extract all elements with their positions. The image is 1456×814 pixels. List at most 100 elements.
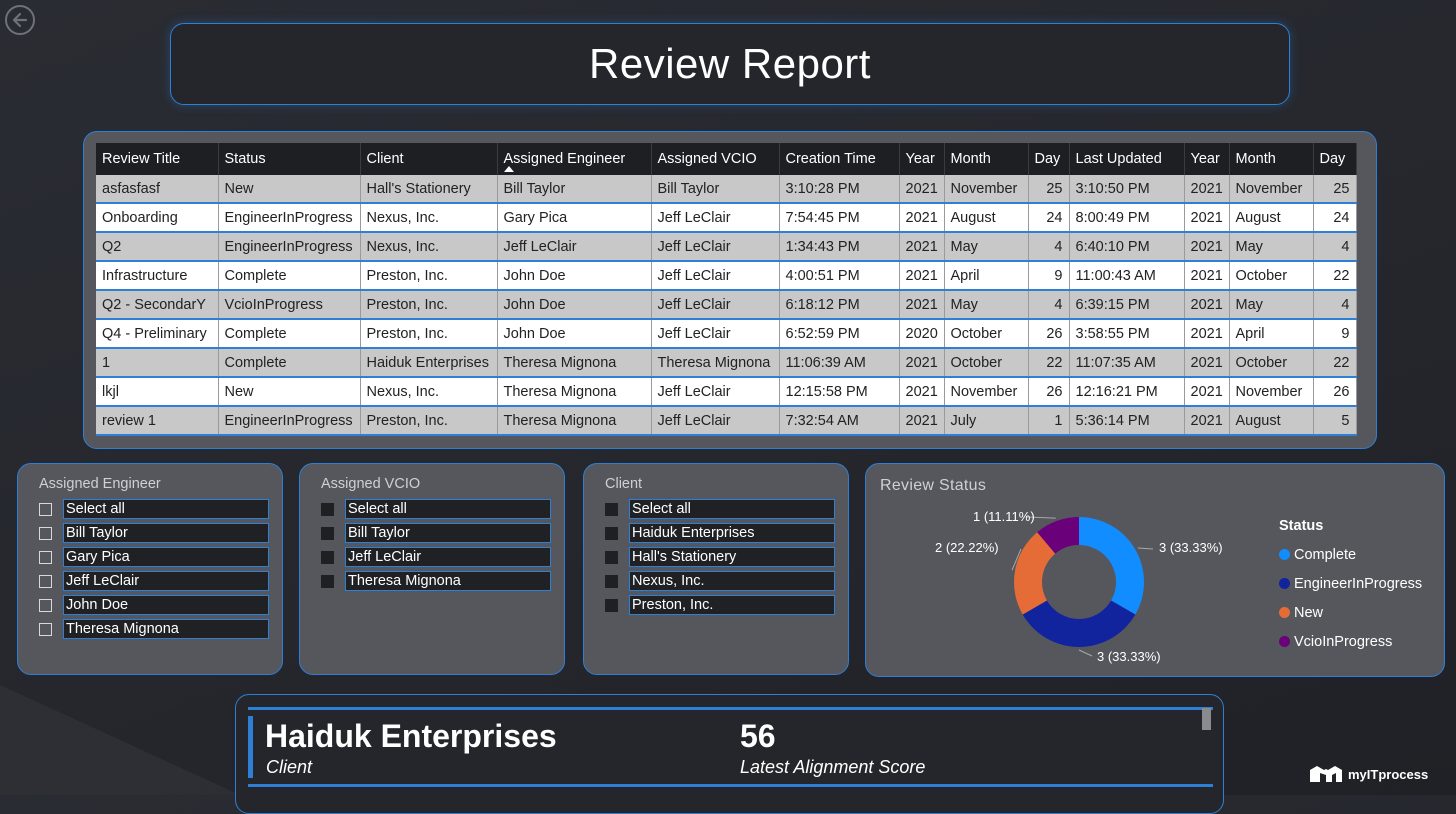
checkbox[interactable] — [321, 574, 334, 588]
table-cell: 4 — [1028, 290, 1070, 320]
table-cell: 22 — [1028, 348, 1070, 378]
donut-slice[interactable] — [1037, 517, 1079, 554]
table-row[interactable]: Q2 EngineerInProgress Nexus, Inc. Jeff LeCl… — [96, 232, 1357, 262]
table-cell: 2021 — [1184, 203, 1230, 233]
checkbox[interactable] — [605, 550, 618, 564]
table-cell: 3:10:28 PM — [779, 175, 900, 204]
slicer-title: Assigned VCIO — [321, 476, 421, 492]
column-header[interactable]: Year — [1184, 143, 1230, 175]
checkbox[interactable] — [39, 574, 52, 588]
slicer-option[interactable]: Gary Pica — [39, 547, 269, 567]
table-row[interactable]: Infrastructure Complete Preston, Inc. John … — [96, 261, 1357, 291]
card-scrollbar[interactable] — [1202, 708, 1211, 730]
checkbox[interactable] — [321, 550, 334, 564]
card-divider — [248, 784, 1213, 787]
column-header[interactable]: Assigned VCIO — [651, 143, 780, 175]
donut-slice[interactable] — [1079, 517, 1144, 615]
table-cell: October — [944, 319, 1029, 349]
table-cell: 1 — [1028, 406, 1070, 436]
table-cell: Bill Taylor — [651, 175, 780, 204]
checkbox[interactable] — [39, 622, 52, 636]
table-cell: Jeff LeClair — [497, 232, 652, 262]
table-cell: 2021 — [1184, 290, 1230, 320]
table-cell: Preston, Inc. — [360, 406, 498, 436]
column-header[interactable]: Month — [1229, 143, 1314, 175]
legend-item[interactable]: VcioInProgress — [1279, 627, 1422, 656]
slicer-option[interactable]: Select all — [321, 499, 551, 519]
donut-slice[interactable] — [1014, 532, 1056, 615]
column-header[interactable]: Day — [1028, 143, 1070, 175]
table-row[interactable]: lkjl New Nexus, Inc. Theresa Mignona Jeff Le… — [96, 377, 1357, 407]
donut-chart — [1011, 516, 1154, 657]
donut-slice[interactable] — [1022, 600, 1136, 648]
slicer-option-label: Nexus, Inc. — [629, 571, 835, 591]
column-header[interactable]: Day — [1313, 143, 1357, 175]
table-cell: 12:16:21 PM — [1069, 377, 1185, 407]
table-row[interactable]: Q4 - Preliminary Complete Preston, Inc. Joh… — [96, 319, 1357, 349]
checkbox[interactable] — [39, 550, 52, 564]
slicer-option[interactable]: Bill Taylor — [321, 523, 551, 543]
table-cell: May — [1229, 290, 1314, 320]
column-header[interactable]: Last Updated — [1069, 143, 1185, 175]
back-button[interactable] — [5, 5, 35, 35]
legend-item[interactable]: New — [1279, 598, 1422, 627]
column-header[interactable]: Status — [218, 143, 361, 175]
checkbox[interactable] — [39, 598, 52, 612]
table-cell: Theresa Mignona — [497, 406, 652, 436]
report-title-box: Review Report — [170, 23, 1290, 105]
table-row[interactable]: Onboarding EngineerInProgress Nexus, Inc. G… — [96, 203, 1357, 233]
table-row[interactable]: Q2 - SecondarY VcioInProgress Preston, Inc… — [96, 290, 1357, 320]
table-cell: EngineerInProgress — [218, 232, 361, 262]
checkbox[interactable] — [321, 502, 334, 516]
table-cell: New — [218, 377, 361, 407]
checkbox[interactable] — [321, 526, 334, 540]
table-cell: Complete — [218, 319, 361, 349]
client-score-card: Haiduk Enterprises Client 56 Latest Alig… — [235, 694, 1224, 814]
table-cell: Haiduk Enterprises — [360, 348, 498, 378]
slicer-option[interactable]: Bill Taylor — [39, 523, 269, 543]
legend-dot-icon — [1279, 549, 1290, 560]
checkbox[interactable] — [39, 502, 52, 516]
table-cell: Jeff LeClair — [651, 290, 780, 320]
legend-item[interactable]: Complete — [1279, 540, 1422, 569]
table-row[interactable]: review 1 EngineerInProgress Preston, Inc. T… — [96, 406, 1357, 436]
slicer-option[interactable]: Select all — [39, 499, 269, 519]
table-cell: 2021 — [899, 261, 945, 291]
table-cell: 2021 — [1184, 261, 1230, 291]
table-cell: Nexus, Inc. — [360, 203, 498, 233]
table-cell: 7:54:45 PM — [779, 203, 900, 233]
column-header-sorted[interactable]: Assigned Engineer — [497, 143, 652, 175]
column-header[interactable]: Creation Time — [779, 143, 900, 175]
column-header[interactable]: Year — [899, 143, 945, 175]
table-row[interactable]: asfasfasf New Hall's Stationery Bill Taylor… — [96, 175, 1357, 204]
slicer-option[interactable]: Hall's Stationery — [605, 547, 835, 567]
table-cell: August — [944, 203, 1029, 233]
table-cell: 22 — [1313, 261, 1357, 291]
column-header[interactable]: Review Title — [96, 143, 219, 175]
slicer-option[interactable]: Nexus, Inc. — [605, 571, 835, 591]
checkbox[interactable] — [605, 574, 618, 588]
slicer-option[interactable]: Jeff LeClair — [39, 571, 269, 591]
slicer-option[interactable]: Haiduk Enterprises — [605, 523, 835, 543]
arrow-left-icon — [12, 12, 28, 28]
table-row[interactable]: 1 Complete Haiduk Enterprises Theresa Migno… — [96, 348, 1357, 378]
checkbox[interactable] — [39, 526, 52, 540]
slicer-option[interactable]: John Doe — [39, 595, 269, 615]
slicer-option-label: Theresa Mignona — [345, 571, 551, 591]
table-cell: 24 — [1313, 203, 1357, 233]
legend-item[interactable]: EngineerInProgress — [1279, 569, 1422, 598]
slicer-option[interactable]: Jeff LeClair — [321, 547, 551, 567]
logo-text: myITprocess — [1348, 766, 1429, 782]
checkbox[interactable] — [605, 526, 618, 540]
slicer-option[interactable]: Preston, Inc. — [605, 595, 835, 615]
column-header[interactable]: Client — [360, 143, 498, 175]
table-cell: 4 — [1028, 232, 1070, 262]
column-header[interactable]: Month — [944, 143, 1029, 175]
table-cell: July — [944, 406, 1029, 436]
slicer-option[interactable]: Theresa Mignona — [39, 619, 269, 639]
brand-logo-icon — [1310, 766, 1342, 782]
slicer-option[interactable]: Theresa Mignona — [321, 571, 551, 591]
slicer-option[interactable]: Select all — [605, 499, 835, 519]
checkbox[interactable] — [605, 502, 618, 516]
checkbox[interactable] — [605, 598, 618, 612]
